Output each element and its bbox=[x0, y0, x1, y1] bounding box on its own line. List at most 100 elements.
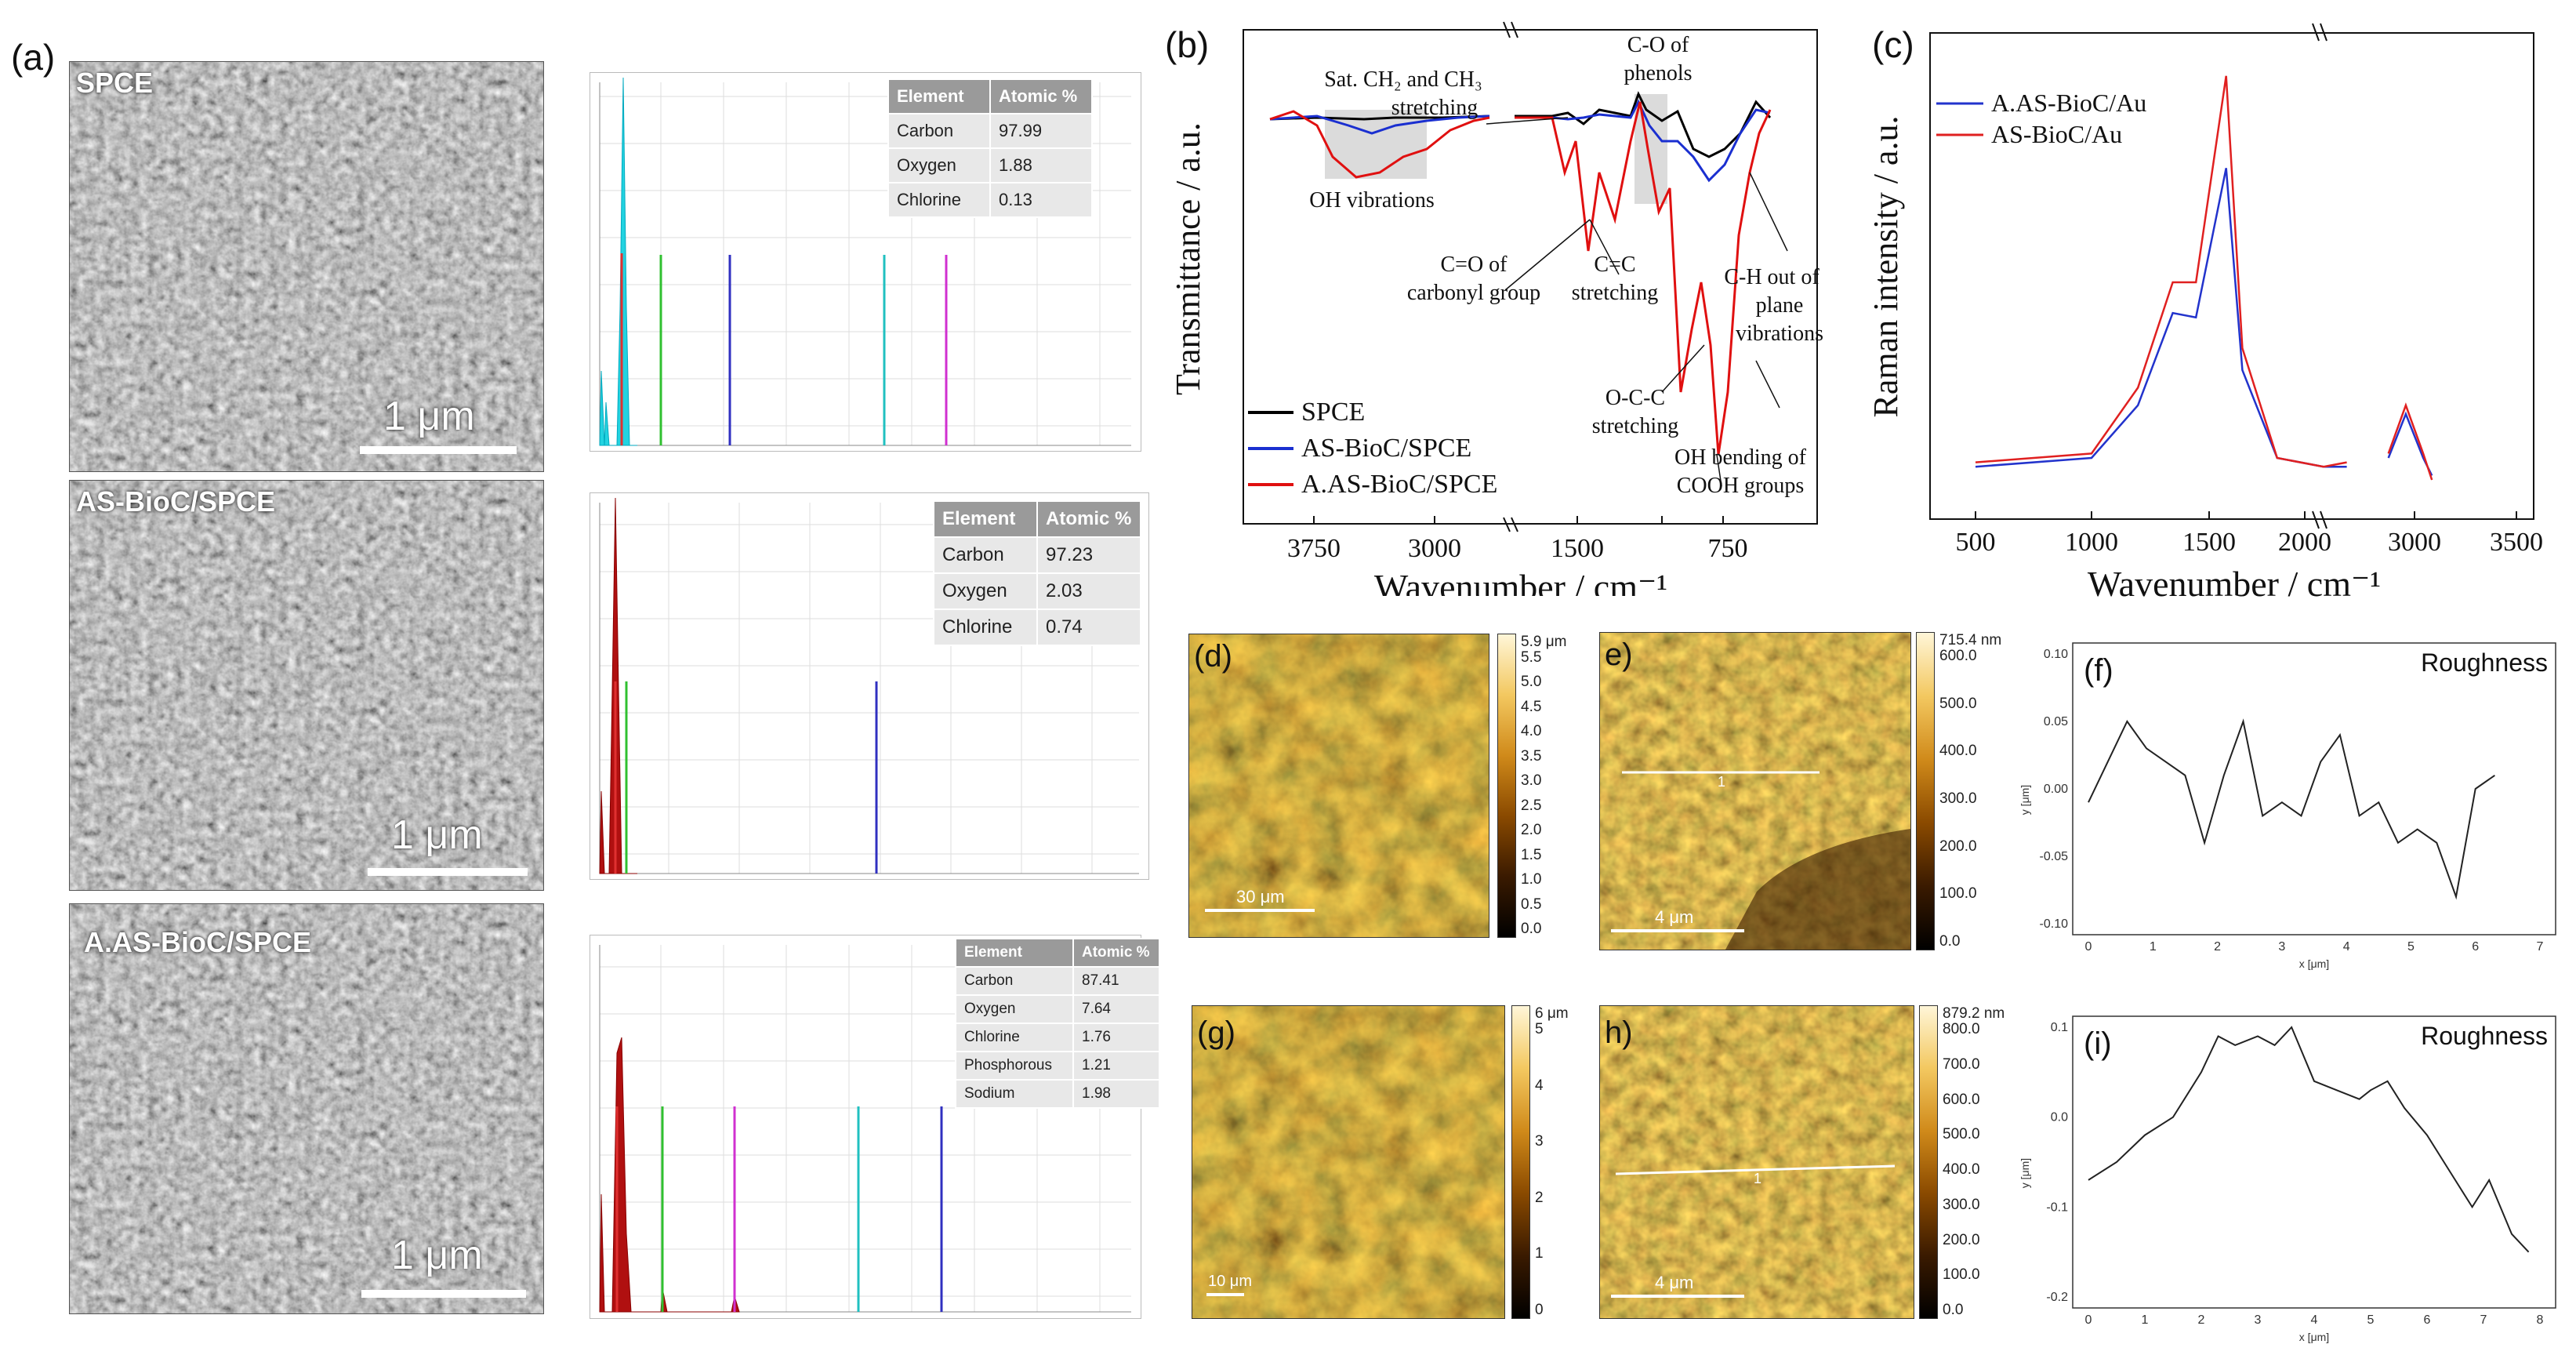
rough-xtick: 7 bbox=[2480, 1313, 2487, 1327]
rough-xtick: 3 bbox=[2278, 940, 2285, 954]
rough-xtick: 2 bbox=[2198, 1313, 2205, 1327]
ftir-annot-ohb-2: COOH groups bbox=[1677, 474, 1805, 498]
afm-cbar-tick: 400.0 bbox=[1943, 1161, 1980, 1178]
afm-scalebar bbox=[1611, 929, 1744, 932]
afm-scale-text: 10 μm bbox=[1208, 1273, 1252, 1290]
rough-ytick: 0.00 bbox=[2044, 783, 2068, 796]
raman-legend-a: A.AS-BioC/Au bbox=[1991, 89, 2146, 117]
ftir-annot-chout-2: plane bbox=[1756, 293, 1804, 318]
ftir-xlabel: Wavenumber / cm⁻¹ bbox=[1374, 567, 1667, 596]
table-cell: Oxygen bbox=[933, 572, 1038, 610]
raman-axes-frame bbox=[1929, 32, 2534, 520]
ftir-annot-occ-1: O-C-C bbox=[1605, 386, 1665, 410]
sem-scalebar bbox=[360, 446, 517, 454]
afm-cbar-tick: 3 bbox=[1535, 1133, 1544, 1150]
roughness-chart-f: (f) Roughness y [μm] x [μm] 0 1 2 3 4 5 6 7 0.10… bbox=[2019, 642, 2556, 970]
table-header: Atomic % bbox=[1072, 938, 1160, 968]
afm-cbar-tick: 3.5 bbox=[1521, 747, 1542, 765]
afm-image-e: e) 1 4 μm bbox=[1599, 632, 1911, 950]
table-cell: Chlorine bbox=[887, 182, 991, 218]
rough-xtick: 6 bbox=[2424, 1313, 2431, 1327]
rough-xtick: 3 bbox=[2255, 1313, 2262, 1327]
sem-label: AS-BioC/SPCE bbox=[76, 485, 276, 518]
afm-cbar-tick: 300.0 bbox=[1939, 790, 1977, 807]
ftir-annot-occ-2: stretching bbox=[1592, 414, 1678, 438]
afm-image-h: h) 1 4 μm bbox=[1599, 1005, 1914, 1319]
rough-xtick: 1 bbox=[2150, 940, 2157, 954]
table-cell: Chlorine bbox=[933, 608, 1038, 646]
rough-plot-group: 0 1 2 3 4 5 6 7 8 0.1 0.0 -0.1 -0.2 bbox=[2046, 1021, 2543, 1327]
ftir-annot-cc-1: C=C bbox=[1594, 252, 1635, 277]
afm-cbar-tick: 500.0 bbox=[1943, 1126, 1980, 1143]
afm-cbar-tick: 2.0 bbox=[1521, 822, 1542, 839]
afm-scalebar bbox=[1206, 1293, 1244, 1296]
afm-colorbar-e bbox=[1916, 632, 1935, 950]
afm-scale-text: 4 μm bbox=[1655, 907, 1694, 927]
ftir-legend-spce: SPCE bbox=[1301, 398, 1365, 427]
panel-label-c: (c) bbox=[1872, 24, 1914, 65]
rough-ytick: 0.1 bbox=[2051, 1021, 2068, 1034]
table-cell: Oxygen bbox=[887, 147, 991, 183]
rough-profile-line bbox=[2088, 1026, 2530, 1253]
table-cell: Sodium bbox=[955, 1079, 1074, 1109]
raman-chart: Raman intensity / a.u. A.AS-BioC/Au AS-B… bbox=[1867, 23, 2543, 604]
afm-cbar-max: 715.4 nm bbox=[1939, 632, 2002, 648]
ftir-ylabel: Transmittance / a.u. bbox=[1169, 122, 1207, 395]
rough-ytick: 0.05 bbox=[2044, 715, 2068, 728]
raman-legend-b: AS-BioC/Au bbox=[1991, 120, 2122, 148]
rough-ylabel: y [μm] bbox=[2019, 785, 2031, 815]
sem-scale-text: 1 μm bbox=[391, 812, 483, 858]
ftir-annot-oh: OH vibrations bbox=[1309, 188, 1434, 213]
ftir-legend-aas: A.AS-BioC/SPCE bbox=[1301, 470, 1497, 499]
edx-table-2: Element Atomic % Carbon 97.23 Oxygen 2.03 C… bbox=[933, 500, 1141, 646]
afm-cbar-tick: 600.0 bbox=[1939, 648, 1977, 664]
raman-xtick-3500: 3500 bbox=[2490, 528, 2543, 557]
afm-cbar-tick: 2 bbox=[1535, 1189, 1544, 1206]
rough-ytick: -0.10 bbox=[2040, 917, 2069, 931]
rough-title: Roughness bbox=[2421, 1022, 2548, 1050]
panel-label-e: e) bbox=[1605, 638, 1633, 672]
rough-xtick: 0 bbox=[2085, 1313, 2092, 1327]
table-header: Element bbox=[955, 938, 1074, 968]
edx-table-1: Element Atomic % Carbon 97.99 Oxygen 1.88 C… bbox=[887, 78, 1093, 218]
table-header: Atomic % bbox=[989, 78, 1093, 114]
afm-cbar-tick: 1.5 bbox=[1521, 846, 1542, 863]
afm-cbar-tick: 600.0 bbox=[1943, 1091, 1980, 1108]
afm-cbar-tick: 1.0 bbox=[1521, 871, 1542, 888]
afm-cbar-max: 879.2 nm bbox=[1943, 1005, 2005, 1022]
table-cell: Carbon bbox=[887, 113, 991, 149]
rough-ytick: -0.2 bbox=[2046, 1291, 2068, 1304]
rough-xtick: 6 bbox=[2472, 940, 2479, 954]
ftir-xtick-1500: 1500 bbox=[1551, 534, 1604, 563]
rough-xtick: 4 bbox=[2343, 940, 2350, 954]
table-cell: 0.13 bbox=[989, 182, 1093, 218]
ftir-annot-ch-2: stretching bbox=[1391, 96, 1478, 120]
afm-cbar-tick: 100.0 bbox=[1943, 1266, 1980, 1284]
raman-xtick-3000: 3000 bbox=[2388, 528, 2441, 557]
table-header: Element bbox=[887, 78, 991, 114]
rough-panel-label: (f) bbox=[2084, 653, 2113, 688]
rough-xtick: 8 bbox=[2537, 1313, 2544, 1327]
sem-label: SPCE bbox=[76, 67, 154, 99]
raman-xtick-1500: 1500 bbox=[2182, 528, 2236, 557]
afm-cbar-tick: 5.5 bbox=[1521, 649, 1542, 666]
table-cell: 1.98 bbox=[1072, 1079, 1160, 1109]
afm-cbar-tick: 800.0 bbox=[1943, 1021, 1980, 1037]
ftir-oh-region bbox=[1325, 110, 1427, 179]
table-cell: 7.64 bbox=[1072, 994, 1160, 1024]
rough-profile-line bbox=[2088, 718, 2495, 900]
afm-line-label: 1 bbox=[1754, 1171, 1762, 1186]
raman-series-a-as-bioc-seg1 bbox=[2387, 411, 2433, 476]
table-cell: Chlorine bbox=[955, 1023, 1074, 1052]
rough-frame bbox=[2072, 1015, 2556, 1309]
edx-plot-2 bbox=[599, 497, 1139, 874]
afm-cbar-tick: 1 bbox=[1535, 1245, 1544, 1262]
afm-colorbar-h bbox=[1919, 1005, 1938, 1319]
rough-ytick: 0.10 bbox=[2044, 648, 2068, 661]
table-cell: 1.21 bbox=[1072, 1051, 1160, 1081]
table-cell: 87.41 bbox=[1072, 966, 1160, 996]
afm-cbar-max: 5.9 μm bbox=[1521, 634, 1567, 650]
rough-ylabel: y [μm] bbox=[2019, 1158, 2031, 1188]
ftir-annot-cco-1: C=O of bbox=[1440, 252, 1508, 277]
afm-cbar-tick: 0.0 bbox=[1521, 921, 1542, 937]
